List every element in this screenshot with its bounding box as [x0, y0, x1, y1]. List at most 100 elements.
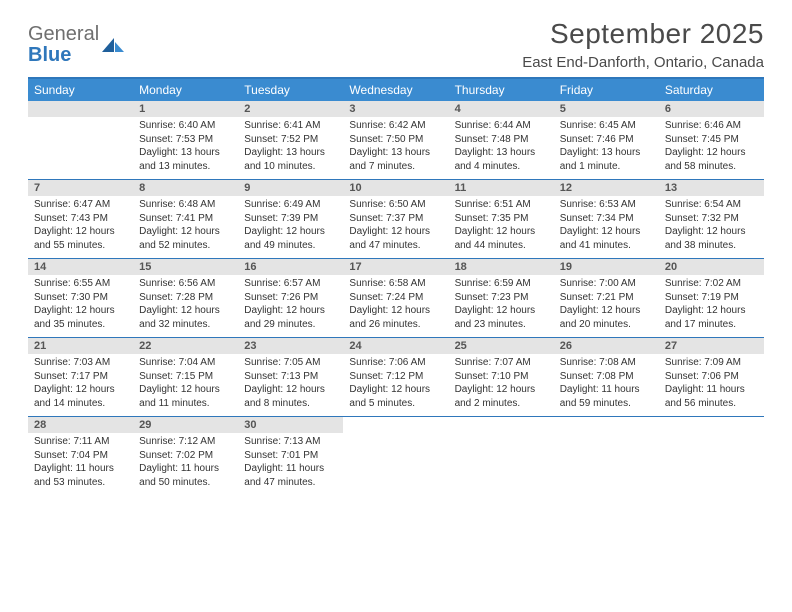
day-number: 10 — [343, 180, 448, 196]
calendar-table: SundayMondayTuesdayWednesdayThursdayFrid… — [28, 79, 764, 495]
day-number: 15 — [133, 259, 238, 275]
calendar-cell: 10Sunrise: 6:50 AMSunset: 7:37 PMDayligh… — [343, 180, 448, 259]
calendar-cell: 25Sunrise: 7:07 AMSunset: 7:10 PMDayligh… — [449, 338, 554, 417]
weekday-header: Saturday — [659, 79, 764, 101]
day-number-empty — [554, 417, 659, 433]
location-subtitle: East End-Danforth, Ontario, Canada — [522, 54, 764, 71]
day-body: Sunrise: 6:59 AMSunset: 7:23 PMDaylight:… — [449, 275, 554, 337]
day-number: 17 — [343, 259, 448, 275]
day-body: Sunrise: 6:50 AMSunset: 7:37 PMDaylight:… — [343, 196, 448, 258]
day-number: 9 — [238, 180, 343, 196]
header: General Blue September 2025 East End-Dan… — [28, 18, 764, 71]
day-body: Sunrise: 6:46 AMSunset: 7:45 PMDaylight:… — [659, 117, 764, 179]
day-number: 21 — [28, 338, 133, 354]
calendar-cell — [659, 417, 764, 496]
calendar-cell: 22Sunrise: 7:04 AMSunset: 7:15 PMDayligh… — [133, 338, 238, 417]
calendar-cell: 24Sunrise: 7:06 AMSunset: 7:12 PMDayligh… — [343, 338, 448, 417]
day-number: 12 — [554, 180, 659, 196]
day-body: Sunrise: 7:07 AMSunset: 7:10 PMDaylight:… — [449, 354, 554, 416]
day-number: 18 — [449, 259, 554, 275]
calendar-cell: 1Sunrise: 6:40 AMSunset: 7:53 PMDaylight… — [133, 101, 238, 180]
logo-text-general: General — [28, 23, 99, 45]
day-number-empty — [659, 417, 764, 433]
calendar-cell: 28Sunrise: 7:11 AMSunset: 7:04 PMDayligh… — [28, 417, 133, 496]
day-body: Sunrise: 7:11 AMSunset: 7:04 PMDaylight:… — [28, 433, 133, 495]
calendar-cell: 14Sunrise: 6:55 AMSunset: 7:30 PMDayligh… — [28, 259, 133, 338]
day-body: Sunrise: 6:55 AMSunset: 7:30 PMDaylight:… — [28, 275, 133, 337]
day-body-empty — [28, 117, 133, 173]
calendar-row: 21Sunrise: 7:03 AMSunset: 7:17 PMDayligh… — [28, 338, 764, 417]
calendar-cell: 8Sunrise: 6:48 AMSunset: 7:41 PMDaylight… — [133, 180, 238, 259]
day-body: Sunrise: 7:05 AMSunset: 7:13 PMDaylight:… — [238, 354, 343, 416]
day-body: Sunrise: 7:09 AMSunset: 7:06 PMDaylight:… — [659, 354, 764, 416]
day-number: 6 — [659, 101, 764, 117]
logo-text-blue: Blue — [28, 45, 99, 65]
calendar-body: 1Sunrise: 6:40 AMSunset: 7:53 PMDaylight… — [28, 101, 764, 495]
day-body: Sunrise: 6:53 AMSunset: 7:34 PMDaylight:… — [554, 196, 659, 258]
day-body-empty — [343, 433, 448, 489]
day-body: Sunrise: 7:02 AMSunset: 7:19 PMDaylight:… — [659, 275, 764, 337]
day-body: Sunrise: 6:56 AMSunset: 7:28 PMDaylight:… — [133, 275, 238, 337]
calendar-cell: 17Sunrise: 6:58 AMSunset: 7:24 PMDayligh… — [343, 259, 448, 338]
day-number: 26 — [554, 338, 659, 354]
calendar-cell: 27Sunrise: 7:09 AMSunset: 7:06 PMDayligh… — [659, 338, 764, 417]
day-body: Sunrise: 7:00 AMSunset: 7:21 PMDaylight:… — [554, 275, 659, 337]
calendar-cell — [449, 417, 554, 496]
calendar-cell: 5Sunrise: 6:45 AMSunset: 7:46 PMDaylight… — [554, 101, 659, 180]
day-number: 1 — [133, 101, 238, 117]
calendar-cell: 9Sunrise: 6:49 AMSunset: 7:39 PMDaylight… — [238, 180, 343, 259]
calendar-cell: 19Sunrise: 7:00 AMSunset: 7:21 PMDayligh… — [554, 259, 659, 338]
day-body-empty — [554, 433, 659, 489]
calendar-cell: 30Sunrise: 7:13 AMSunset: 7:01 PMDayligh… — [238, 417, 343, 496]
calendar-cell: 4Sunrise: 6:44 AMSunset: 7:48 PMDaylight… — [449, 101, 554, 180]
day-body: Sunrise: 7:12 AMSunset: 7:02 PMDaylight:… — [133, 433, 238, 495]
day-number: 24 — [343, 338, 448, 354]
calendar-head: SundayMondayTuesdayWednesdayThursdayFrid… — [28, 79, 764, 101]
calendar-cell — [554, 417, 659, 496]
day-number: 25 — [449, 338, 554, 354]
calendar-cell: 20Sunrise: 7:02 AMSunset: 7:19 PMDayligh… — [659, 259, 764, 338]
day-number: 14 — [28, 259, 133, 275]
calendar-cell: 11Sunrise: 6:51 AMSunset: 7:35 PMDayligh… — [449, 180, 554, 259]
calendar-cell: 15Sunrise: 6:56 AMSunset: 7:28 PMDayligh… — [133, 259, 238, 338]
day-body: Sunrise: 6:51 AMSunset: 7:35 PMDaylight:… — [449, 196, 554, 258]
calendar-row: 14Sunrise: 6:55 AMSunset: 7:30 PMDayligh… — [28, 259, 764, 338]
day-body: Sunrise: 6:54 AMSunset: 7:32 PMDaylight:… — [659, 196, 764, 258]
weekday-header: Thursday — [449, 79, 554, 101]
page-title: September 2025 — [522, 18, 764, 50]
day-number: 27 — [659, 338, 764, 354]
calendar-cell: 23Sunrise: 7:05 AMSunset: 7:13 PMDayligh… — [238, 338, 343, 417]
calendar-cell: 13Sunrise: 6:54 AMSunset: 7:32 PMDayligh… — [659, 180, 764, 259]
day-number: 28 — [28, 417, 133, 433]
weekday-header: Sunday — [28, 79, 133, 101]
day-body: Sunrise: 7:08 AMSunset: 7:08 PMDaylight:… — [554, 354, 659, 416]
calendar-cell: 6Sunrise: 6:46 AMSunset: 7:45 PMDaylight… — [659, 101, 764, 180]
calendar-cell: 2Sunrise: 6:41 AMSunset: 7:52 PMDaylight… — [238, 101, 343, 180]
calendar-row: 28Sunrise: 7:11 AMSunset: 7:04 PMDayligh… — [28, 417, 764, 496]
day-body: Sunrise: 6:42 AMSunset: 7:50 PMDaylight:… — [343, 117, 448, 179]
logo: General Blue — [28, 18, 124, 65]
day-body: Sunrise: 7:06 AMSunset: 7:12 PMDaylight:… — [343, 354, 448, 416]
day-body-empty — [659, 433, 764, 489]
day-number-empty — [449, 417, 554, 433]
day-body: Sunrise: 6:48 AMSunset: 7:41 PMDaylight:… — [133, 196, 238, 258]
calendar-cell — [343, 417, 448, 496]
calendar-cell: 3Sunrise: 6:42 AMSunset: 7:50 PMDaylight… — [343, 101, 448, 180]
day-number: 2 — [238, 101, 343, 117]
logo-sail-icon — [102, 38, 124, 54]
day-body: Sunrise: 6:49 AMSunset: 7:39 PMDaylight:… — [238, 196, 343, 258]
calendar-row: 1Sunrise: 6:40 AMSunset: 7:53 PMDaylight… — [28, 101, 764, 180]
day-number: 8 — [133, 180, 238, 196]
day-body: Sunrise: 6:58 AMSunset: 7:24 PMDaylight:… — [343, 275, 448, 337]
calendar-row: 7Sunrise: 6:47 AMSunset: 7:43 PMDaylight… — [28, 180, 764, 259]
day-number: 11 — [449, 180, 554, 196]
day-body-empty — [449, 433, 554, 489]
day-body: Sunrise: 7:04 AMSunset: 7:15 PMDaylight:… — [133, 354, 238, 416]
calendar-cell: 16Sunrise: 6:57 AMSunset: 7:26 PMDayligh… — [238, 259, 343, 338]
weekday-header: Friday — [554, 79, 659, 101]
weekday-header: Wednesday — [343, 79, 448, 101]
day-body: Sunrise: 6:45 AMSunset: 7:46 PMDaylight:… — [554, 117, 659, 179]
day-body: Sunrise: 7:13 AMSunset: 7:01 PMDaylight:… — [238, 433, 343, 495]
calendar-cell: 26Sunrise: 7:08 AMSunset: 7:08 PMDayligh… — [554, 338, 659, 417]
calendar-cell: 29Sunrise: 7:12 AMSunset: 7:02 PMDayligh… — [133, 417, 238, 496]
